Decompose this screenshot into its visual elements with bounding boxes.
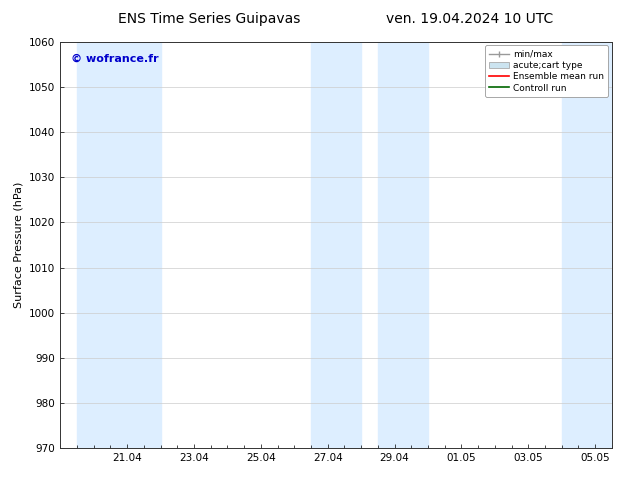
- Legend: min/max, acute;cart type, Ensemble mean run, Controll run: min/max, acute;cart type, Ensemble mean …: [485, 45, 608, 97]
- Bar: [311, 42, 361, 448]
- Bar: [77, 42, 160, 448]
- Text: ven. 19.04.2024 10 UTC: ven. 19.04.2024 10 UTC: [385, 12, 553, 26]
- Bar: [378, 42, 428, 448]
- Text: © wofrance.fr: © wofrance.fr: [71, 54, 159, 64]
- Text: ENS Time Series Guipavas: ENS Time Series Guipavas: [118, 12, 301, 26]
- Y-axis label: Surface Pressure (hPa): Surface Pressure (hPa): [13, 182, 23, 308]
- Bar: [562, 42, 612, 448]
